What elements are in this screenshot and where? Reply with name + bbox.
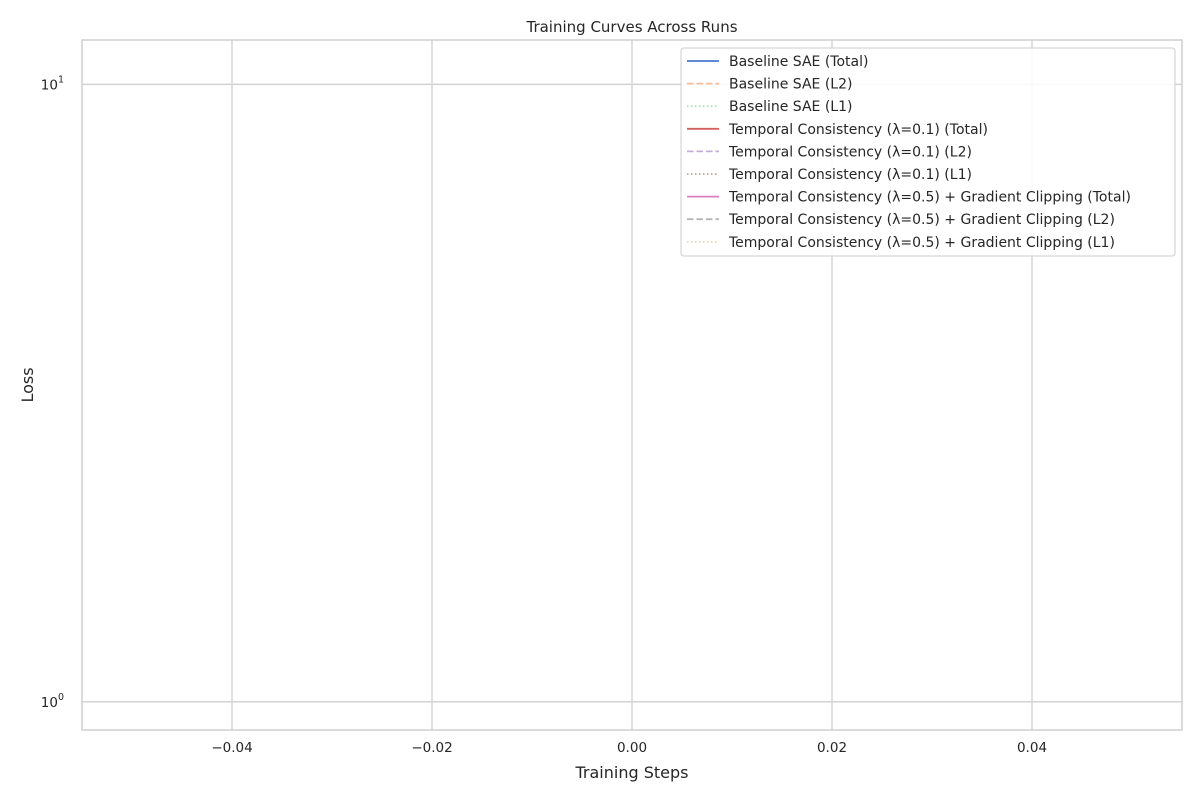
y-tick-exponent: 1 xyxy=(58,74,64,85)
legend-label: Baseline SAE (L1) xyxy=(729,99,852,115)
legend-item: Baseline SAE (Total) xyxy=(687,54,868,70)
legend: Baseline SAE (Total) Baseline SAE (L2) Bas… xyxy=(680,47,1176,257)
y-tick-exponent: 0 xyxy=(58,692,64,703)
x-tick-labels: −0.04 −0.02 0.00 0.02 0.04 xyxy=(211,740,1047,756)
y-tick-label: 101 xyxy=(41,74,64,93)
legend-label: Temporal Consistency (λ=0.5) + Gradient … xyxy=(728,235,1115,251)
legend-box xyxy=(680,47,1176,257)
legend-item: Temporal Consistency (λ=0.5) + Gradient … xyxy=(687,235,1115,251)
y-axis-label: Loss xyxy=(18,367,37,402)
legend-label: Baseline SAE (L2) xyxy=(729,77,852,93)
x-tick-label: 0.00 xyxy=(617,740,647,756)
y-tick-label: 100 xyxy=(41,692,64,711)
legend-item: Temporal Consistency (λ=0.5) + Gradient … xyxy=(687,190,1131,206)
legend-label: Temporal Consistency (λ=0.5) + Gradient … xyxy=(728,212,1115,228)
legend-item: Temporal Consistency (λ=0.5) + Gradient … xyxy=(687,212,1115,228)
legend-label: Baseline SAE (Total) xyxy=(729,54,868,70)
x-axis-label: Training Steps xyxy=(575,763,689,782)
y-tick-base: 10 xyxy=(41,695,58,711)
chart-title: Training Curves Across Runs xyxy=(525,18,737,36)
x-tick-label: 0.02 xyxy=(817,740,847,756)
legend-label: Temporal Consistency (λ=0.1) (Total) xyxy=(728,122,988,138)
legend-item: Temporal Consistency (λ=0.1) (L2) xyxy=(687,144,972,160)
legend-item: Baseline SAE (L1) xyxy=(687,99,852,115)
x-tick-label: −0.04 xyxy=(211,740,252,756)
legend-item: Temporal Consistency (λ=0.1) (Total) xyxy=(687,122,988,138)
x-tick-label: −0.02 xyxy=(411,740,452,756)
x-tick-label: 0.04 xyxy=(1017,740,1047,756)
plot-frame xyxy=(81,39,1183,731)
legend-label: Temporal Consistency (λ=0.1) (L1) xyxy=(728,167,972,183)
legend-label: Temporal Consistency (λ=0.5) + Gradient … xyxy=(728,190,1131,206)
legend-label: Temporal Consistency (λ=0.1) (L2) xyxy=(728,144,972,160)
legend-item: Temporal Consistency (λ=0.1) (L1) xyxy=(687,167,972,183)
legend-item: Baseline SAE (L2) xyxy=(687,77,852,93)
y-tick-base: 10 xyxy=(41,77,58,93)
